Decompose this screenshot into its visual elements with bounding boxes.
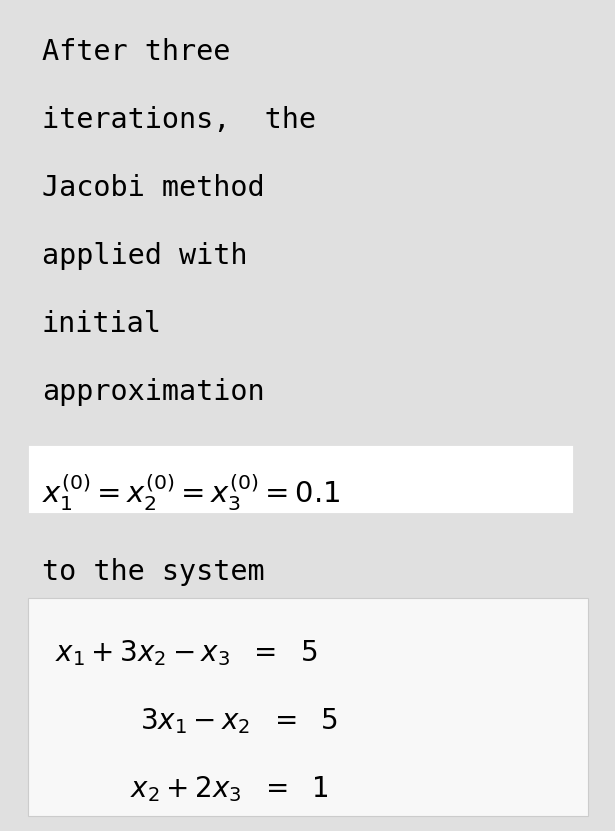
Text: $3x_1 - x_2 \ \ = \ \ 5$: $3x_1 - x_2 \ \ = \ \ 5$: [140, 706, 338, 735]
Text: $x_1 + 3x_2 - x_3 \ \ = \ \ 5$: $x_1 + 3x_2 - x_3 \ \ = \ \ 5$: [55, 638, 317, 668]
Text: applied with: applied with: [42, 242, 247, 270]
FancyBboxPatch shape: [28, 445, 573, 513]
Text: initial: initial: [42, 310, 162, 338]
Text: After three: After three: [42, 38, 231, 66]
Text: to the system: to the system: [42, 558, 264, 586]
Text: $x_2 + 2x_3 \ \ = \ \ 1$: $x_2 + 2x_3 \ \ = \ \ 1$: [130, 774, 328, 804]
FancyBboxPatch shape: [28, 598, 588, 816]
Text: approximation: approximation: [42, 378, 264, 406]
Text: Jacobi method: Jacobi method: [42, 174, 264, 202]
Text: $x_1^{(0)} = x_2^{(0)} = x_3^{(0)} = 0.1$: $x_1^{(0)} = x_2^{(0)} = x_3^{(0)} = 0.1…: [42, 472, 340, 513]
Text: iterations,  the: iterations, the: [42, 106, 316, 134]
